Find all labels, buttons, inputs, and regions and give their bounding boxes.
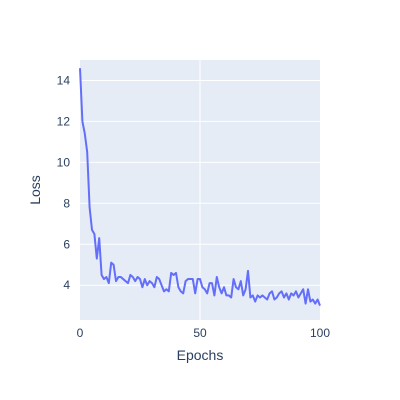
y-tick-label: 12 [57,114,71,128]
y-axis-title: Loss [27,175,43,205]
y-tick-label: 10 [57,155,71,169]
y-tick-label: 4 [63,278,70,292]
tick-labels: 4 6 8 10 12 14 0 50 100 [57,73,331,340]
x-tick-label: 50 [193,326,207,340]
y-tick-label: 8 [63,196,70,210]
x-axis-title: Epochs [177,347,224,363]
x-tick-label: 100 [310,326,330,340]
series-layer [79,68,321,307]
y-tick-label: 14 [57,73,71,87]
gridlines [80,60,320,320]
x-tick-label: 0 [77,326,84,340]
y-tick-label: 6 [63,237,70,251]
loss-series-line [79,68,321,307]
